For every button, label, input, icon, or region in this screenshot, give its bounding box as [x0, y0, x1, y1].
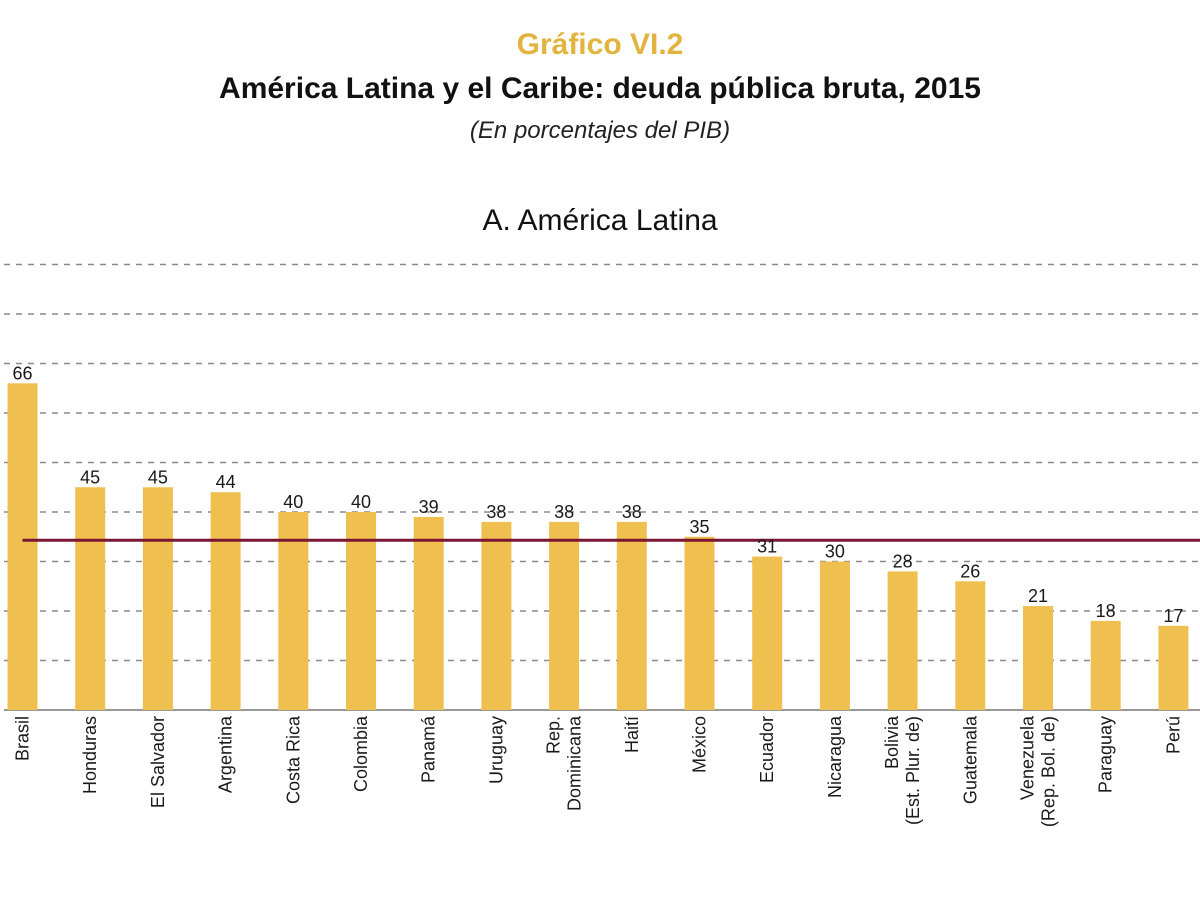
value-label-3: 44 — [216, 472, 236, 492]
category-label-7: Uruguay — [486, 716, 506, 784]
category-label-line: (Est. Plur. de) — [903, 716, 923, 825]
value-label-16: 18 — [1096, 601, 1116, 621]
bar-1 — [75, 487, 106, 710]
value-label-5: 40 — [351, 492, 371, 512]
bar-12 — [819, 561, 850, 710]
value-label-4: 40 — [283, 492, 303, 512]
category-label-13: Bolivia (Est. Plur. de) — [882, 715, 923, 825]
value-label-7: 38 — [486, 502, 506, 522]
bar-8 — [549, 521, 580, 710]
category-label-9: Haití — [622, 716, 642, 753]
bar-7 — [481, 521, 512, 710]
category-label-line: Brasil — [13, 716, 33, 761]
category-label-11: Ecuador — [757, 716, 777, 783]
value-label-2: 45 — [148, 467, 168, 487]
grid-layer — [4, 263, 1200, 711]
chart-kicker: Gráfico VI.2 — [516, 28, 684, 61]
category-label-layer: Brasil Honduras El Salvador Argentina Costa … — [13, 715, 1184, 827]
category-label-line: Bolivia — [882, 715, 902, 769]
category-label-line: Paraguay — [1096, 716, 1116, 793]
chart-main-title: América Latina y el Caribe: deuda públic… — [219, 72, 981, 105]
value-label-1: 45 — [80, 467, 100, 487]
value-label-8: 38 — [554, 502, 574, 522]
category-label-2: El Salvador — [148, 716, 168, 808]
bar-layer — [7, 383, 1189, 710]
category-label-line: México — [690, 716, 710, 773]
bar-17 — [1158, 625, 1189, 710]
bar-10 — [684, 536, 715, 710]
category-label-line: Honduras — [80, 716, 100, 794]
bar-16 — [1090, 620, 1121, 710]
bar-6 — [413, 516, 444, 710]
category-label-17: Perú — [1163, 716, 1183, 754]
value-label-11: 31 — [757, 537, 777, 557]
category-label-1: Honduras — [80, 716, 100, 794]
category-label-line: Panamá — [419, 715, 439, 783]
category-label-line: Argentina — [216, 715, 236, 793]
category-label-line: Colombia — [351, 715, 371, 792]
value-label-14: 26 — [960, 561, 980, 581]
bar-2 — [142, 487, 173, 710]
category-label-line: (Rep. Bol. de) — [1039, 716, 1059, 827]
value-label-9: 38 — [622, 502, 642, 522]
category-label-line: Venezuela — [1018, 715, 1038, 800]
bar-9 — [616, 521, 647, 710]
chart-subtitle: (En porcentajes del PIB) — [469, 117, 731, 144]
bar-4 — [278, 512, 309, 710]
category-label-15: Venezuela (Rep. Bol. de) — [1018, 715, 1059, 827]
category-label-line: El Salvador — [148, 716, 168, 808]
value-label-0: 66 — [12, 363, 32, 383]
panel-title: A. América Latina — [482, 204, 718, 237]
category-label-line: Uruguay — [486, 716, 506, 784]
category-label-line: Perú — [1163, 716, 1183, 754]
category-label-line: Haití — [622, 716, 642, 753]
bar-13 — [887, 571, 918, 710]
category-label-6: Panamá — [419, 715, 439, 783]
value-label-12: 30 — [825, 542, 845, 562]
category-label-14: Guatemala — [960, 715, 980, 804]
bar-15 — [1023, 606, 1053, 710]
value-label-layer: 66 45 45 44 40 40 39 38 38 38 35 31 30 28 26 21 18 17 — [12, 363, 1183, 626]
category-label-line: Nicaragua — [825, 715, 845, 798]
bar-14 — [955, 581, 986, 710]
value-label-13: 28 — [893, 551, 913, 571]
category-label-0: Brasil — [13, 716, 33, 761]
category-label-12: Nicaragua — [825, 715, 845, 798]
category-label-10: México — [690, 716, 710, 773]
value-label-6: 39 — [419, 497, 439, 517]
bar-11 — [752, 556, 783, 710]
category-label-line: Rep. — [544, 716, 564, 754]
category-label-line: Dominicana — [565, 715, 585, 811]
value-label-17: 17 — [1163, 606, 1183, 626]
category-label-8: Rep. Dominicana — [544, 715, 585, 811]
category-label-4: Costa Rica — [283, 715, 303, 804]
bar-3 — [210, 492, 241, 710]
category-label-line: Guatemala — [960, 715, 980, 804]
category-label-16: Paraguay — [1096, 716, 1116, 793]
value-label-10: 35 — [689, 517, 709, 537]
category-label-5: Colombia — [351, 715, 371, 792]
bar-5 — [346, 512, 376, 710]
category-label-3: Argentina — [216, 715, 236, 793]
category-label-line: Costa Rica — [283, 715, 303, 804]
category-label-line: Ecuador — [757, 716, 777, 783]
value-label-15: 21 — [1028, 586, 1048, 606]
bar-0 — [7, 383, 38, 710]
